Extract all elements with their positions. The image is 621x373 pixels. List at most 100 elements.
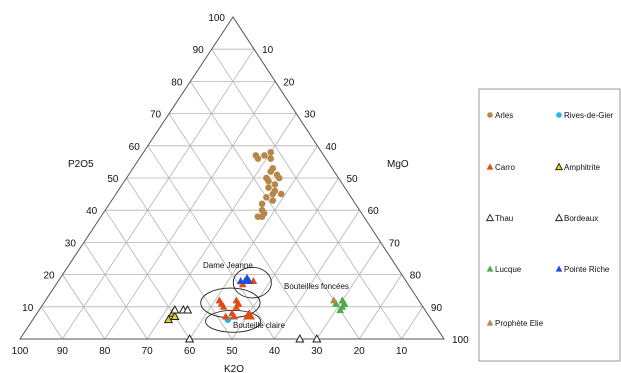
point-thau xyxy=(295,333,305,343)
grid-line xyxy=(126,177,233,340)
tick-label-left: 70 xyxy=(150,110,162,121)
axis-label-bottom: K2O xyxy=(224,364,244,373)
legend-marker-carro xyxy=(486,163,494,170)
legend-marker-pointe-riche xyxy=(555,265,563,272)
legend-label-thau: Thau xyxy=(495,214,513,223)
point-arles xyxy=(265,177,272,185)
grid-line xyxy=(358,274,403,340)
tick-label-left: 40 xyxy=(86,206,98,217)
axis-label-right: MgO xyxy=(387,159,409,170)
grid-line xyxy=(62,48,255,340)
legend-items: Arles Rives-de-Gier Carro Amphitrite Thau Bor… xyxy=(485,111,614,328)
legend-label-arles: Arles xyxy=(495,111,513,120)
tick-label-left: 20 xyxy=(43,271,55,282)
tick-label-right: 10 xyxy=(262,45,274,56)
legend-label-lucque: Lucque xyxy=(495,265,522,274)
point-arles xyxy=(267,155,275,162)
annotation-dame-jeanne: Dame Jeanne xyxy=(203,261,253,270)
grid-line xyxy=(62,274,106,340)
data-points xyxy=(163,148,349,343)
point-arles xyxy=(258,213,266,220)
tick-label-left: 90 xyxy=(193,45,205,56)
point-amphitrite xyxy=(170,311,180,320)
tick-label-bottom: 50 xyxy=(226,346,238,357)
legend-marker-bordeaux xyxy=(554,213,564,222)
grid-line xyxy=(274,209,360,340)
legend-label-rives-de-gier: Rives-de-Gier xyxy=(564,111,614,120)
legend-marker-rives-de-gier xyxy=(556,112,562,118)
grid-line xyxy=(316,242,382,340)
point-pointe-riche xyxy=(245,277,253,285)
point-thau xyxy=(312,333,322,343)
annotations: Dame Jeanne Bouteilles foncées Bouteille… xyxy=(203,261,349,330)
point-arles xyxy=(267,168,274,175)
point-carro xyxy=(215,296,224,304)
tick-label-left: 10 xyxy=(22,303,34,314)
point-arles xyxy=(265,184,272,191)
right-side-ticks: 10 20 30 40 50 60 70 80 90 100 xyxy=(262,45,469,346)
point-arles xyxy=(275,174,283,182)
left-side-ticks: 100 90 80 70 60 50 40 30 20 10 xyxy=(22,13,225,314)
grid-line xyxy=(168,113,318,340)
point-arles xyxy=(269,197,277,204)
tick-label-bottom: 100 xyxy=(12,346,29,357)
annotation-bouteille-claire: Bouteille claire xyxy=(233,321,286,330)
legend-label-bordeaux: Bordeaux xyxy=(564,214,598,223)
point-carro xyxy=(228,309,236,317)
legend-marker-lucque xyxy=(486,265,494,272)
tick-label-bottom: 90 xyxy=(57,346,69,357)
legend-marker-arles xyxy=(487,112,493,118)
legend-label-carro: Carro xyxy=(495,163,516,172)
point-bordeaux xyxy=(170,304,180,314)
point-carro xyxy=(234,299,243,307)
tick-label-bottom: 70 xyxy=(142,346,154,357)
point-arles xyxy=(271,181,279,188)
legend-label-pointe-riche: Pointe Riche xyxy=(564,265,610,274)
tick-label-bottom: 10 xyxy=(396,346,408,357)
point-arles xyxy=(267,148,275,156)
point-lucque xyxy=(336,306,345,314)
legend-marker-proph-te-elie xyxy=(486,319,494,326)
legend-label-proph-te-elie: Prophète Elie xyxy=(495,319,544,328)
tick-label-left: 50 xyxy=(107,174,119,185)
point-arles xyxy=(277,190,285,198)
grid-line xyxy=(40,306,63,340)
tick-label-bottom: 80 xyxy=(99,346,111,357)
legend-box xyxy=(478,88,621,362)
point-carro xyxy=(219,302,228,310)
point-arles xyxy=(252,152,260,159)
ternary-grid xyxy=(40,48,424,340)
tick-label-left: 80 xyxy=(171,77,183,88)
tick-label-right: 60 xyxy=(368,206,380,217)
tick-label-right: 70 xyxy=(389,238,401,249)
annotation-bouteilles-foncees: Bouteilles foncées xyxy=(284,282,349,291)
grid-line xyxy=(401,306,424,340)
point-carro xyxy=(221,312,230,320)
bottom-ticks: 100 90 80 70 60 50 40 30 20 10 xyxy=(12,346,408,357)
tick-label-right: 90 xyxy=(431,303,443,314)
point-proph-te-elie xyxy=(330,296,338,304)
tick-label-left: 60 xyxy=(129,142,141,153)
axis-label-left: P2O5 xyxy=(68,159,94,170)
legend-label-amphitrite: Amphitrite xyxy=(564,163,601,172)
point-bordeaux xyxy=(182,304,193,314)
tick-label-left: 30 xyxy=(65,238,77,249)
point-arles xyxy=(269,190,277,198)
tick-label-right: 50 xyxy=(347,174,359,185)
legend: Arles Rives-de-Gier Carro Amphitrite Thau Bor… xyxy=(478,88,621,362)
point-lucque xyxy=(338,296,347,304)
legend-marker-amphitrite xyxy=(554,162,564,171)
tick-label-bottom: 40 xyxy=(269,346,281,357)
tick-label-right: 40 xyxy=(325,142,337,153)
ternary-frame xyxy=(19,16,445,340)
grid-line xyxy=(211,48,402,340)
grid-line xyxy=(83,242,148,340)
tick-label-right: 20 xyxy=(283,77,295,88)
point-arles xyxy=(261,152,268,159)
point-bordeaux xyxy=(184,333,195,343)
tick-label-right: 30 xyxy=(304,110,316,121)
point-arles xyxy=(258,200,266,208)
point-carro xyxy=(245,309,253,317)
tick-label-right: 80 xyxy=(410,271,422,282)
